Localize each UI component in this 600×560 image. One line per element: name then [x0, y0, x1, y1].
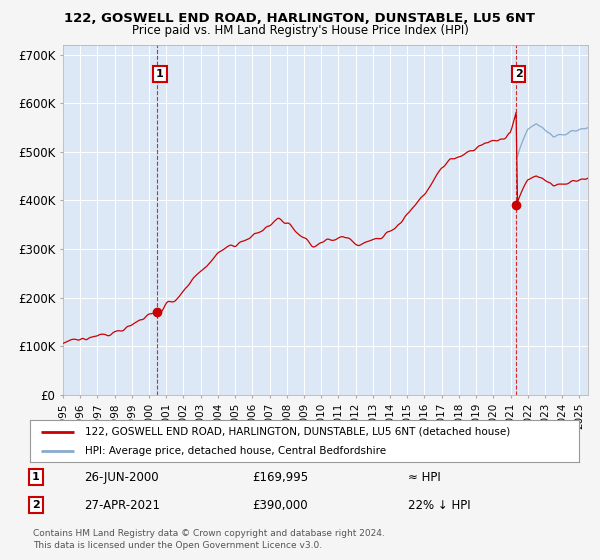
Text: 1: 1 — [156, 69, 164, 79]
Text: £390,000: £390,000 — [252, 498, 308, 512]
Text: 2: 2 — [515, 69, 523, 79]
Text: HPI: Average price, detached house, Central Bedfordshire: HPI: Average price, detached house, Cent… — [85, 446, 386, 456]
Text: £169,995: £169,995 — [252, 470, 308, 484]
Text: Price paid vs. HM Land Registry's House Price Index (HPI): Price paid vs. HM Land Registry's House … — [131, 24, 469, 36]
Text: 27-APR-2021: 27-APR-2021 — [84, 498, 160, 512]
Text: 26-JUN-2000: 26-JUN-2000 — [84, 470, 158, 484]
Text: Contains HM Land Registry data © Crown copyright and database right 2024.
This d: Contains HM Land Registry data © Crown c… — [33, 529, 385, 550]
Text: 22% ↓ HPI: 22% ↓ HPI — [408, 498, 470, 512]
Text: ≈ HPI: ≈ HPI — [408, 470, 441, 484]
Text: 1: 1 — [32, 472, 40, 482]
Text: 122, GOSWELL END ROAD, HARLINGTON, DUNSTABLE, LU5 6NT: 122, GOSWELL END ROAD, HARLINGTON, DUNST… — [65, 12, 536, 25]
Text: 2: 2 — [32, 500, 40, 510]
Text: 122, GOSWELL END ROAD, HARLINGTON, DUNSTABLE, LU5 6NT (detached house): 122, GOSWELL END ROAD, HARLINGTON, DUNST… — [85, 427, 510, 437]
